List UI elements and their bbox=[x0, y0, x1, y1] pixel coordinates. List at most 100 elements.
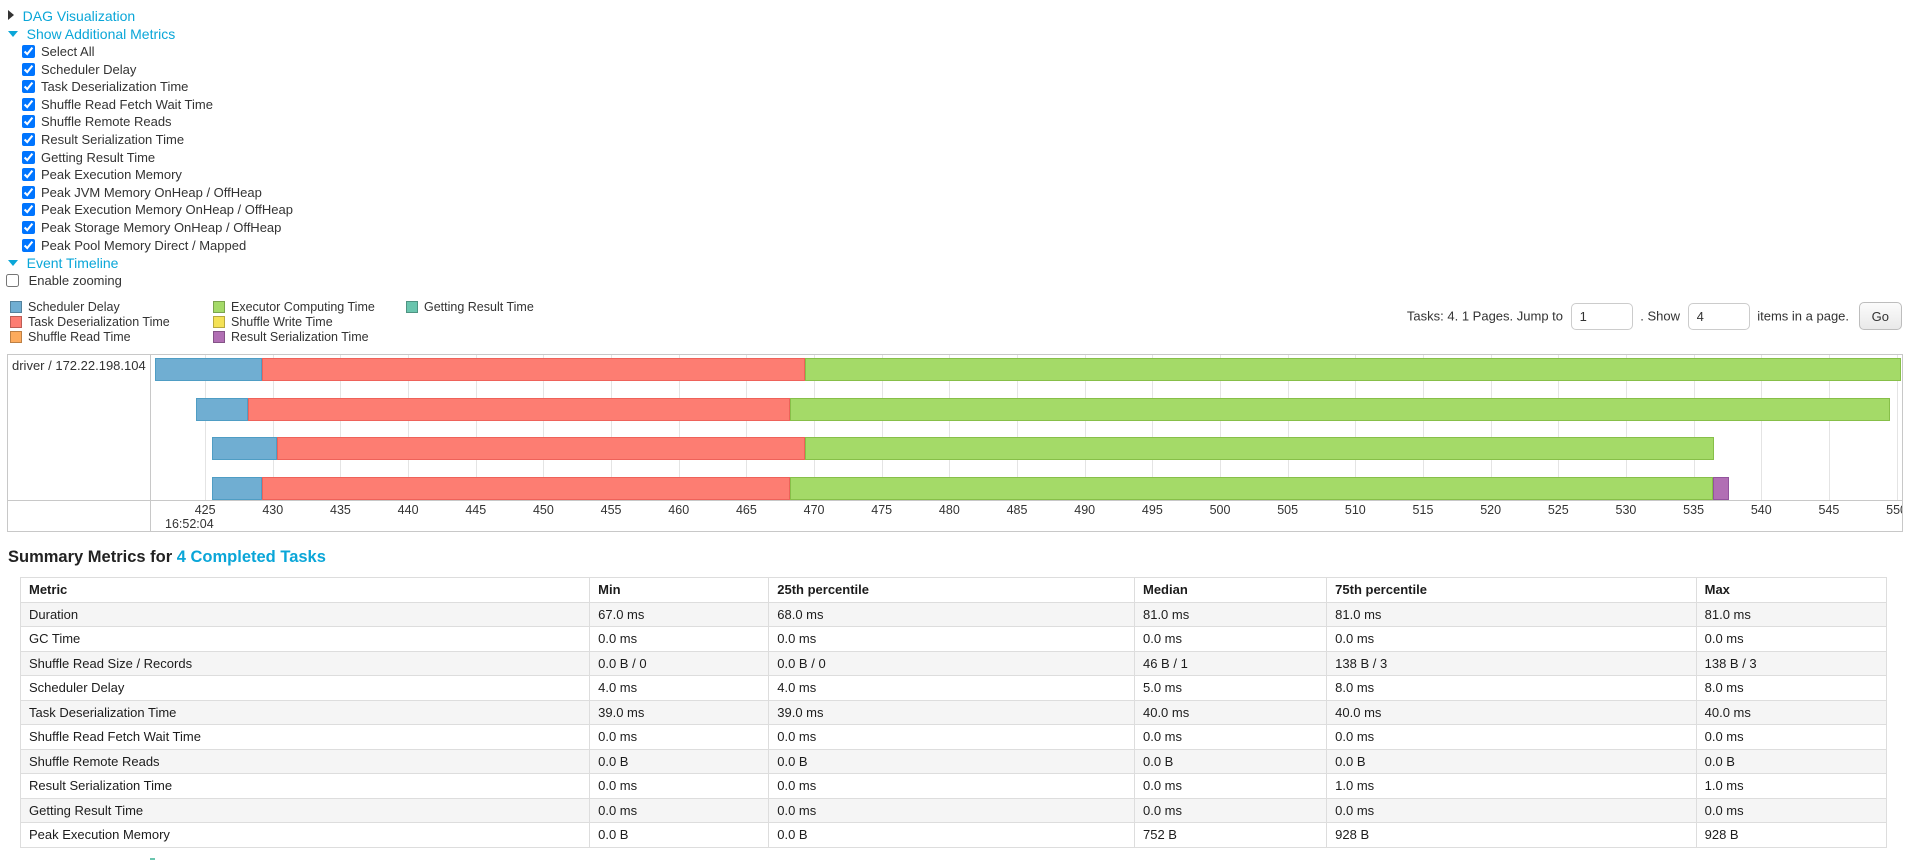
gridline bbox=[949, 355, 951, 501]
metric-checkbox-row: Shuffle Read Fetch Wait Time bbox=[22, 96, 1907, 114]
event-timeline-toggle[interactable]: Event Timeline bbox=[8, 254, 1907, 272]
task-bar-4[interactable] bbox=[151, 476, 1902, 500]
metric-value-cell: 0.0 ms bbox=[1133, 773, 1328, 799]
x-tick-label: 445 bbox=[465, 503, 487, 518]
metric-value-cell: 0.0 B bbox=[1133, 748, 1328, 775]
metric-checkbox-label: Scheduler Delay bbox=[41, 61, 137, 77]
metric-name-cell: Shuffle Remote Reads bbox=[19, 748, 591, 775]
gridline bbox=[1220, 355, 1221, 501]
metric-value-cell: 0.0 ms bbox=[768, 773, 1135, 799]
metric-checkbox[interactable] bbox=[22, 45, 35, 58]
scheduler-delay-segment[interactable] bbox=[155, 358, 262, 382]
items-per-page-input[interactable] bbox=[1687, 302, 1750, 330]
task-bar-1[interactable] bbox=[151, 358, 1902, 382]
event-timeline-link[interactable]: Event Timeline bbox=[26, 255, 119, 272]
time-of-day-label: 16:52:04 bbox=[165, 517, 214, 532]
metric-value-cell: 81.0 ms bbox=[1326, 601, 1697, 628]
metric-checkbox[interactable] bbox=[22, 97, 35, 111]
metric-checkbox[interactable] bbox=[22, 80, 35, 94]
task-deserialization-segment[interactable] bbox=[261, 476, 790, 500]
metric-checkbox-label: Peak Pool Memory Direct / Mapped bbox=[41, 237, 247, 253]
metric-checkbox[interactable] bbox=[22, 185, 35, 199]
metric-name-cell: Getting Result Time bbox=[19, 797, 591, 824]
x-tick-label: 435 bbox=[330, 503, 351, 518]
dag-visualization-toggle[interactable]: DAG Visualization bbox=[8, 7, 1907, 25]
metric-value-cell: 0.0 ms bbox=[589, 773, 770, 799]
scheduler-delay-segment[interactable] bbox=[195, 397, 249, 421]
task-deserialization-segment[interactable] bbox=[261, 358, 805, 382]
task-deserialization-segment[interactable] bbox=[248, 397, 790, 421]
timeline-x-axis: 425 430 435 440 445 450 455 460 465 470 475 480 485 4… bbox=[151, 501, 1902, 531]
task-pagination: Tasks: 4. 1 Pages. Jump to . Show items … bbox=[1407, 300, 1902, 331]
metric-checkbox[interactable] bbox=[22, 150, 35, 164]
axis-left-spacer bbox=[8, 501, 151, 532]
gridline bbox=[746, 355, 748, 501]
metric-checkbox-label: Task Deserialization Time bbox=[41, 79, 189, 95]
show-additional-metrics-toggle[interactable]: Show Additional Metrics bbox=[8, 25, 1907, 43]
getting-result-time-swatch-icon bbox=[406, 301, 418, 314]
executor-computing-segment[interactable] bbox=[804, 358, 1901, 382]
gridline bbox=[678, 355, 680, 501]
gridline bbox=[340, 355, 342, 501]
executor-computing-segment[interactable] bbox=[804, 437, 1714, 461]
column-header: Max bbox=[1695, 577, 1888, 603]
scheduler-delay-segment[interactable] bbox=[211, 437, 277, 461]
metric-value-cell: 0.0 ms bbox=[1326, 724, 1697, 750]
timeline-legend: Scheduler Delay Task Deserialization Time… bbox=[10, 300, 552, 345]
x-tick-label: 460 bbox=[668, 503, 690, 518]
timeline-plot-area[interactable] bbox=[151, 355, 1902, 502]
gridline bbox=[1355, 355, 1357, 501]
metric-checkbox-label: Peak Storage Memory OnHeap / OffHeap bbox=[41, 219, 282, 235]
gridline bbox=[1084, 355, 1086, 501]
x-tick-label: 480 bbox=[938, 503, 960, 518]
metric-checkbox-label: Peak Execution Memory bbox=[41, 167, 182, 183]
table-row: Shuffle Read Fetch Wait Time 0.0 ms 0.0 ms… bbox=[19, 724, 1888, 750]
x-tick-label: 530 bbox=[1615, 503, 1637, 518]
metric-checkbox[interactable] bbox=[22, 132, 35, 146]
enable-zooming-row: Enable zooming bbox=[6, 272, 1907, 290]
gridline bbox=[1287, 355, 1289, 501]
gridline bbox=[1490, 355, 1492, 501]
table-body: Duration 67.0 ms 68.0 ms 81.0 ms 81.0 ms 81.0… bbox=[19, 601, 1888, 848]
task-bar-3[interactable] bbox=[151, 437, 1902, 461]
metric-value-cell: 138 B / 3 bbox=[1326, 650, 1697, 677]
metric-checkbox[interactable] bbox=[22, 168, 35, 182]
dag-visualization-link[interactable]: DAG Visualization bbox=[22, 8, 136, 24]
jump-to-page-input[interactable] bbox=[1570, 302, 1633, 330]
executor-computing-time-swatch-icon bbox=[213, 301, 225, 314]
task-deserialization-segment[interactable] bbox=[276, 437, 805, 461]
completed-tasks-link[interactable]: 4 Completed Tasks bbox=[176, 548, 326, 567]
metric-checkbox[interactable] bbox=[22, 203, 35, 217]
summary-metrics-title-text: Summary Metrics for bbox=[8, 548, 177, 567]
result-serialization-segment[interactable] bbox=[1712, 476, 1729, 500]
metric-checkbox-row: Result Serialization Time bbox=[22, 131, 1907, 149]
metric-checkbox-row: Shuffle Remote Reads bbox=[22, 113, 1907, 131]
scheduler-delay-segment[interactable] bbox=[211, 476, 262, 500]
shuffle-read-time-swatch-icon bbox=[10, 331, 22, 344]
gridline bbox=[1152, 355, 1154, 501]
show-additional-metrics-link[interactable]: Show Additional Metrics bbox=[26, 26, 176, 42]
executor-computing-segment[interactable] bbox=[789, 476, 1713, 500]
metric-checkbox[interactable] bbox=[22, 115, 35, 129]
metric-value-cell: 81.0 ms bbox=[1695, 601, 1888, 628]
column-header: Median bbox=[1133, 577, 1328, 603]
metric-value-cell: 4.0 ms bbox=[589, 675, 770, 701]
metric-value-cell: 0.0 B / 0 bbox=[589, 650, 770, 677]
metric-value-cell: 928 B bbox=[1695, 822, 1888, 848]
metric-checkbox[interactable] bbox=[22, 220, 35, 234]
go-button[interactable]: Go bbox=[1858, 302, 1902, 331]
metric-checkbox-row: Getting Result Time bbox=[22, 149, 1907, 167]
metric-checkbox[interactable] bbox=[22, 238, 35, 252]
x-tick-label: 525 bbox=[1547, 503, 1569, 518]
table-header-row: Metric Min 25th percentile Median 75th perce… bbox=[19, 577, 1888, 603]
metric-value-cell: 0.0 ms bbox=[1133, 724, 1328, 750]
metric-checkbox[interactable] bbox=[22, 62, 35, 76]
metric-value-cell: 752 B bbox=[1133, 822, 1328, 848]
enable-zooming-checkbox[interactable] bbox=[6, 274, 19, 288]
executor-computing-segment[interactable] bbox=[789, 397, 1890, 421]
collapsed-arrow-icon bbox=[8, 10, 14, 20]
legend-item-getting-result-time: Getting Result Time bbox=[406, 300, 534, 315]
table-row: Task Deserialization Time 39.0 ms 39.0 ms 4… bbox=[19, 699, 1888, 726]
task-bar-2[interactable] bbox=[151, 397, 1902, 421]
